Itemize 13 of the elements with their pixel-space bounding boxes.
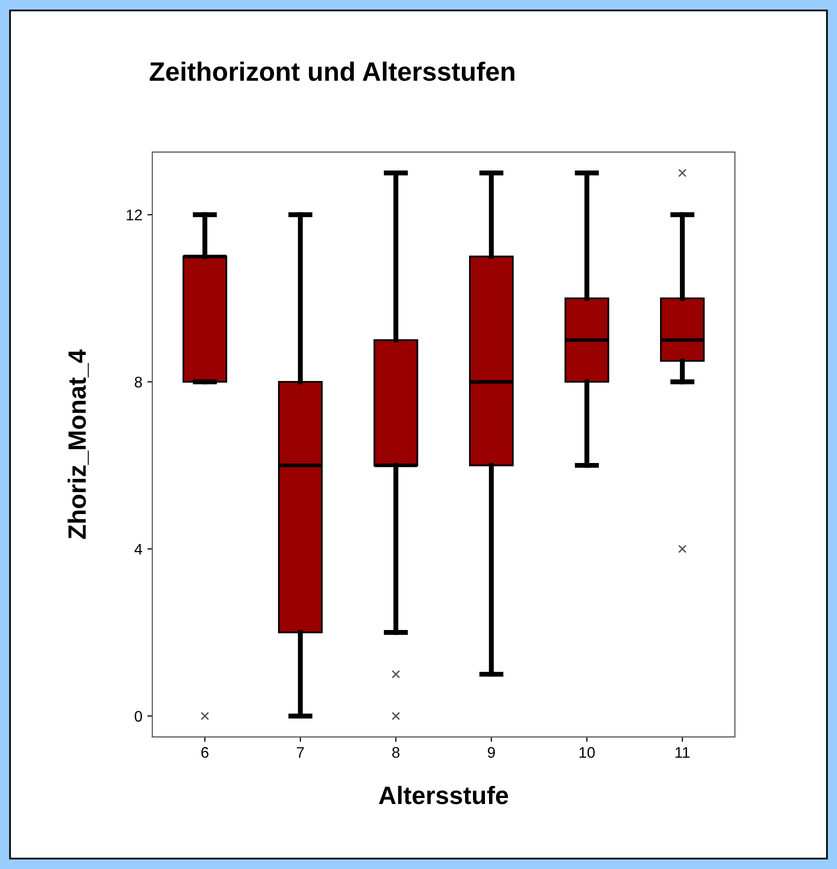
- chart-title: Zeithorizont und Altersstufen: [150, 62, 514, 81]
- x-tick-label: 9: [488, 747, 495, 758]
- y-tick-label: 8: [134, 376, 142, 388]
- y-axis-title: Zhoriz_Monat_4: [68, 349, 89, 539]
- x-axis-title: Altersstufe: [378, 786, 508, 804]
- y-tick-label: 4: [134, 544, 142, 554]
- x-tick-label: 11: [676, 747, 690, 758]
- x-tick-label: 6: [201, 747, 208, 758]
- x-tick-label: 7: [296, 747, 304, 758]
- x-tick-label: 8: [392, 747, 400, 758]
- y-tick-label: 12: [126, 210, 142, 220]
- x-tick-label: 10: [580, 747, 595, 758]
- y-tick-label: 0: [134, 710, 142, 722]
